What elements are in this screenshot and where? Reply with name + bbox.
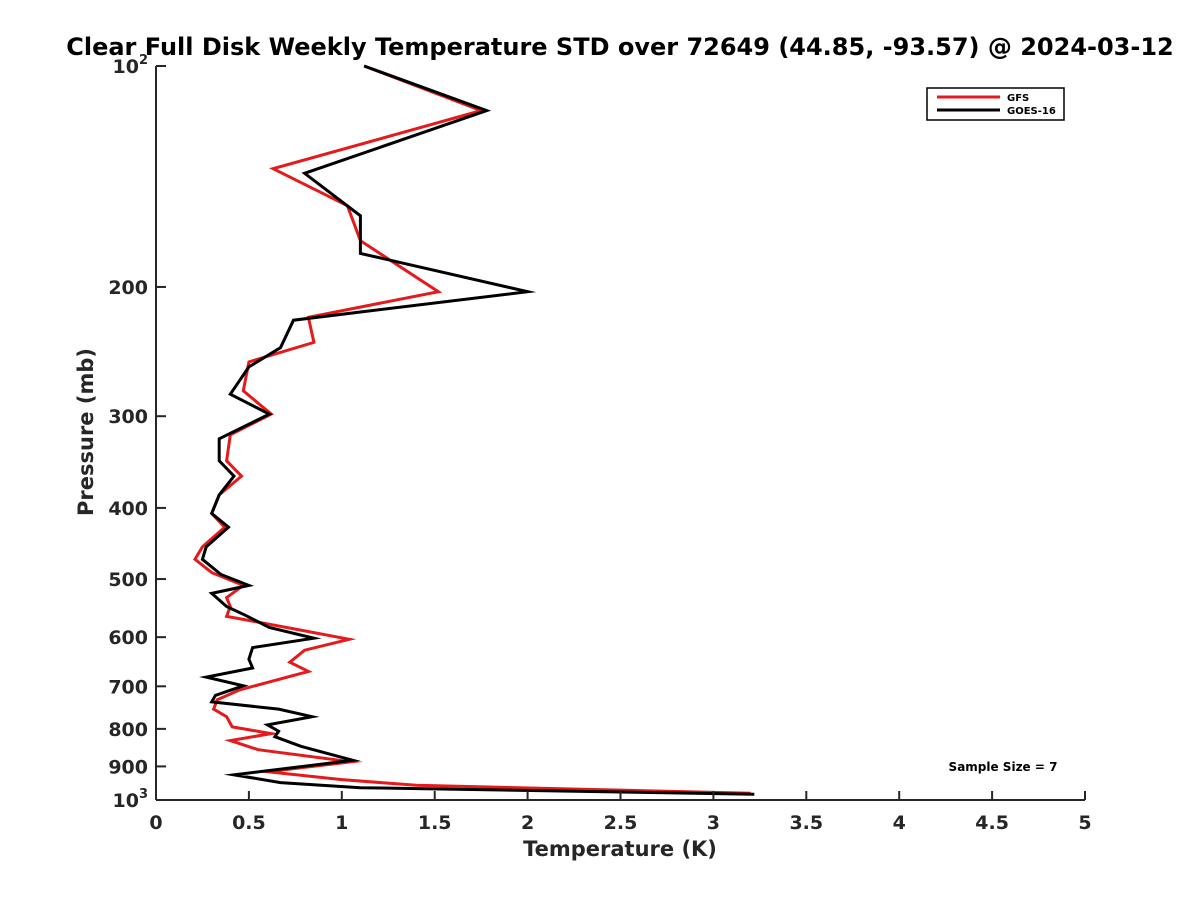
x-tick-label: 4.5 [975,812,1009,834]
x-axis-label: Temperature (K) [523,837,717,861]
y-tick-label: 102 [113,53,149,78]
x-tick-label: 1 [335,812,348,834]
x-tick-label: 3 [707,812,720,834]
y-tick-label: 500 [108,569,148,591]
axes: 0 0.5 1 1.5 2 2.5 3 3.5 4 4.5 5 102 200 300 400 500 600 7… [108,53,1091,834]
legend-label: GFS [1007,93,1029,104]
legend-label: GOES-16 [1007,106,1056,117]
x-tick-label: 0 [149,812,162,834]
series-line-gfs [193,64,751,795]
y-tick-label: 800 [108,719,148,741]
x-tick-label: 2 [521,812,534,834]
x-tick-label: 3.5 [789,812,823,834]
x-tick-label: 4 [893,812,906,834]
chart-title: Clear Full Disk Weekly Temperature STD o… [66,33,1174,61]
y-tick-label: 700 [108,676,148,698]
legend-box [926,87,1065,121]
x-tick-label: 2.5 [604,812,638,834]
legend: GFS GOES-16 [926,87,1065,121]
y-tick-label: 900 [108,756,148,778]
series-line-goes-16 [199,64,755,796]
y-axis-label: Pressure (mb) [74,348,98,516]
y-tick-label: 200 [108,277,148,299]
sample-size-annotation: Sample Size = 7 [949,760,1058,774]
y-tick-label: 103 [113,787,149,812]
y-tick-label: 600 [108,627,148,649]
y-tick-label: 300 [108,406,148,428]
x-tick-label: 1.5 [418,812,452,834]
x-tick-label: 5 [1078,812,1091,834]
y-tick-label: 400 [108,498,148,520]
x-tick-label: 0.5 [232,812,266,834]
plot-area [193,64,755,796]
